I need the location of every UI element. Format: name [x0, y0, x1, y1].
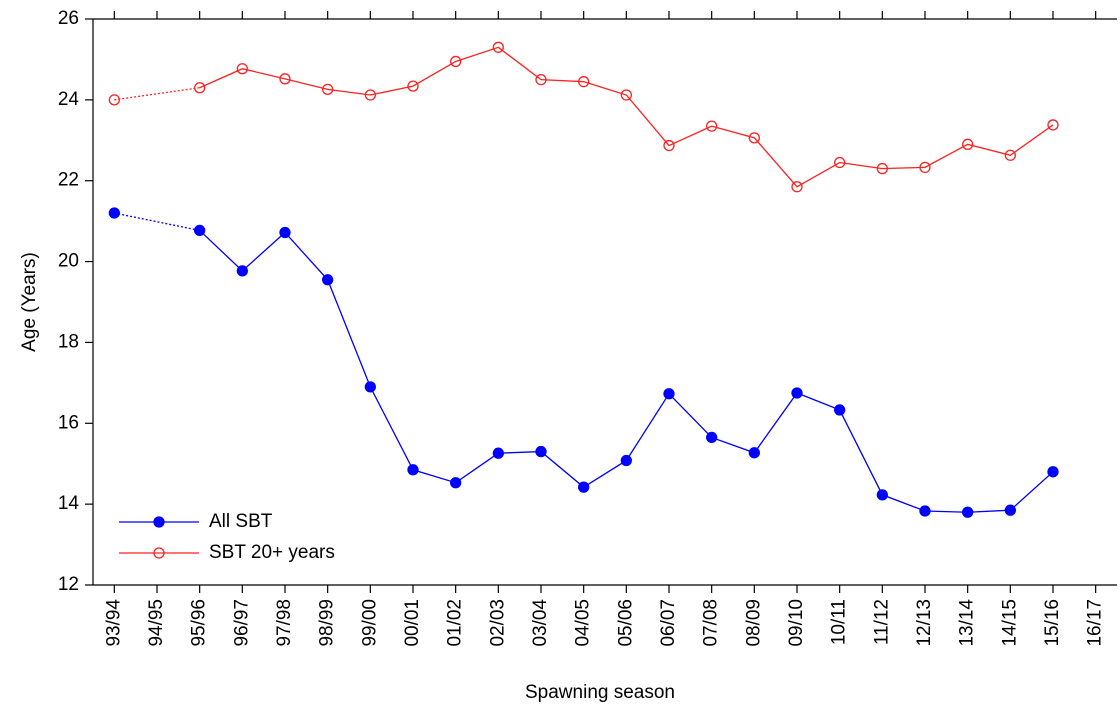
- data-point: [791, 387, 803, 399]
- x-tick-label: 95/96: [189, 599, 210, 647]
- data-point: [748, 447, 760, 459]
- data-point: [620, 454, 632, 467]
- x-tick-label: 98/99: [317, 599, 338, 647]
- data-point: [962, 506, 974, 518]
- data-point: [450, 55, 462, 68]
- series-line: [199, 229, 1054, 513]
- data-point: [834, 404, 846, 416]
- x-tick-label: 93/94: [103, 599, 124, 647]
- data-point: [663, 388, 675, 400]
- x-tick-label: 99/00: [359, 599, 380, 647]
- legend-label: SBT 20+ years: [209, 542, 335, 563]
- data-point: [706, 431, 718, 444]
- data-point: [834, 156, 846, 169]
- data-point: [791, 181, 803, 193]
- data-point: [876, 489, 888, 501]
- data-point: [492, 41, 504, 53]
- data-point: [450, 477, 462, 489]
- y-tick-label: 14: [58, 493, 80, 514]
- data-point: [620, 89, 632, 101]
- x-tick-label: 14/15: [999, 599, 1020, 647]
- data-point: [578, 481, 590, 493]
- y-tick-label: 26: [58, 8, 79, 29]
- x-tick-label: 96/97: [231, 599, 252, 647]
- legend-marker: [153, 516, 165, 528]
- x-tick-label: 10/11: [829, 599, 850, 645]
- legend-marker: [153, 547, 165, 559]
- data-point: [407, 80, 419, 92]
- x-tick-label: 97/98: [274, 599, 295, 647]
- y-tick-label: 18: [58, 331, 79, 352]
- x-tick-label: 12/13: [914, 599, 935, 647]
- data-point: [322, 83, 334, 95]
- gap-connector: [114, 212, 200, 232]
- x-tick-label: 09/10: [786, 599, 807, 647]
- y-tick-label: 12: [58, 574, 79, 595]
- y-tick-label: 24: [58, 89, 80, 110]
- data-point: [1047, 119, 1059, 131]
- y-tick-label: 20: [58, 251, 79, 272]
- data-point: [706, 120, 718, 132]
- data-point: [535, 73, 547, 86]
- data-point: [748, 132, 760, 144]
- axes: [92, 18, 1117, 586]
- x-tick-label: 11/12: [871, 599, 892, 645]
- data-point: [364, 89, 376, 101]
- data-point: [194, 224, 206, 237]
- data-point: [322, 274, 334, 286]
- x-tick-label: 13/14: [957, 599, 978, 647]
- data-point: [1047, 466, 1059, 478]
- data-point: [279, 226, 291, 239]
- x-tick-label: 01/02: [445, 599, 466, 647]
- data-point: [108, 94, 120, 106]
- data-point: [236, 63, 248, 75]
- y-tick-label: 16: [58, 412, 79, 433]
- x-tick-label: 05/06: [615, 599, 636, 647]
- y-axis-title: Age (Years): [19, 252, 40, 352]
- gap-connector: [114, 87, 200, 101]
- data-point: [279, 73, 291, 85]
- data-point: [236, 265, 248, 277]
- data-point: [578, 76, 590, 88]
- data-point: [876, 162, 888, 175]
- x-tick-label: 15/16: [1042, 599, 1063, 647]
- data-point: [364, 381, 376, 393]
- data-point: [108, 207, 120, 219]
- x-tick-label: 02/03: [487, 599, 508, 647]
- x-tick-label: 94/95: [146, 599, 167, 647]
- x-tick-label: 03/04: [530, 599, 551, 647]
- data-point: [1004, 504, 1016, 516]
- data-point: [1004, 149, 1016, 161]
- series-line: [199, 46, 1054, 188]
- data-point: [919, 505, 931, 517]
- data-point: [919, 161, 931, 174]
- x-tick-label: 08/09: [743, 599, 764, 647]
- y-tick-label: 22: [58, 170, 79, 191]
- x-tick-label: 00/01: [402, 599, 423, 647]
- x-tick-label: 07/08: [701, 599, 722, 647]
- data-point: [492, 447, 504, 459]
- data-point: [962, 138, 974, 150]
- data-point: [535, 445, 547, 458]
- data-point: [194, 82, 206, 94]
- x-tick-label: 04/05: [573, 599, 594, 647]
- data-point: [407, 464, 419, 476]
- legend-label: All SBT: [209, 511, 273, 532]
- x-tick-label: 16/17: [1085, 599, 1106, 647]
- x-tick-label: 06/07: [658, 599, 679, 647]
- data-point: [663, 139, 675, 152]
- x-axis-title: Spawning season: [525, 682, 675, 703]
